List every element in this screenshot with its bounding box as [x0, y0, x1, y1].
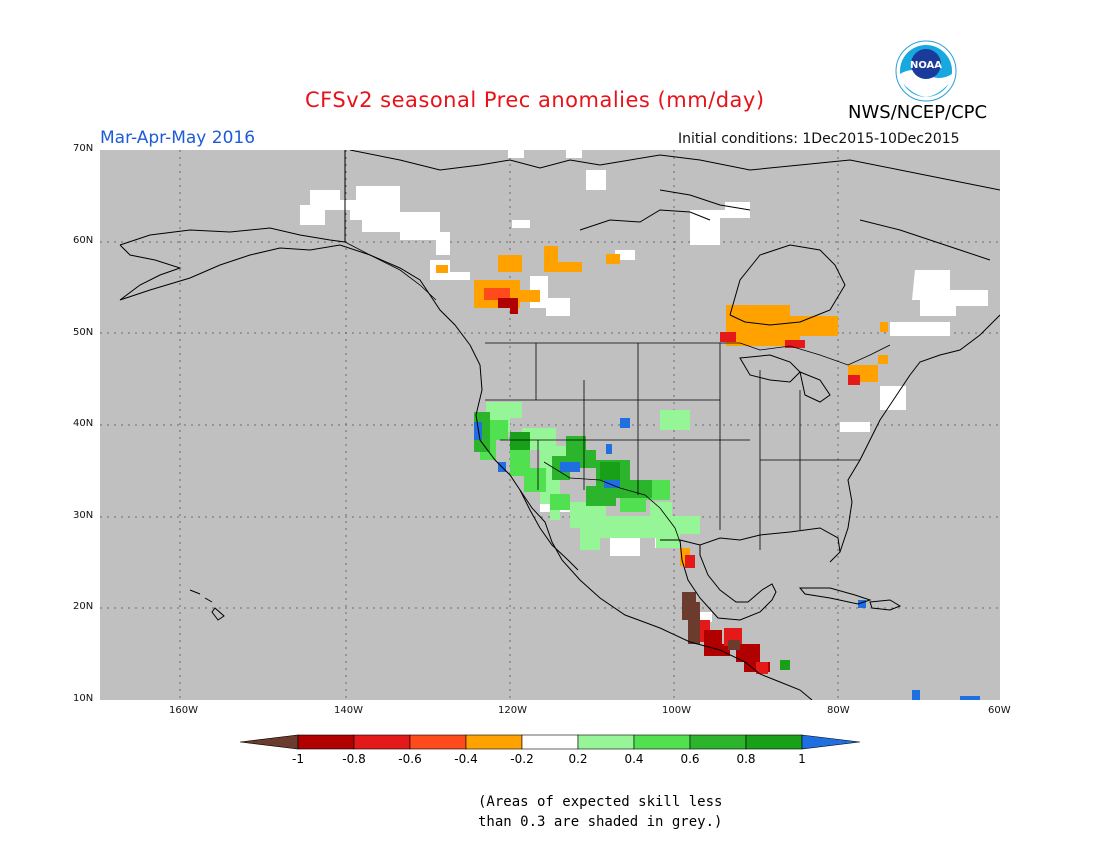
- colorbar-segment-4: [465, 734, 523, 750]
- logo-text: NOAA: [910, 60, 942, 71]
- colorbar-segment-3: [409, 734, 467, 750]
- lon-label-120w: 120W: [498, 705, 527, 716]
- colorbar-segment-2: [353, 734, 411, 750]
- lon-label-80w: 80W: [827, 705, 850, 716]
- season-label: Mar-Apr-May 2016: [100, 128, 256, 148]
- lon-label-160w: 160W: [169, 705, 198, 716]
- colorbar-above-max: [801, 734, 860, 750]
- political-borders: [344, 150, 891, 550]
- skill-note: (Areas of expected skill less than 0.3 a…: [478, 792, 722, 832]
- colorbar: [240, 734, 860, 750]
- colorbar-segment-6: [577, 734, 635, 750]
- lat-label-50n: 50N: [73, 327, 94, 338]
- map-panel: [100, 149, 1001, 701]
- lat-label-40n: 40N: [73, 418, 94, 429]
- colorbar-label: -0.2: [510, 752, 534, 766]
- colorbar-label: 1: [798, 752, 806, 766]
- noaa-logo: NOAA: [895, 40, 957, 102]
- lat-label-10n: 10N: [73, 693, 94, 704]
- colorbar-label: 0.6: [680, 752, 700, 766]
- colorbar-segment-7: [633, 734, 691, 750]
- lon-label-140w: 140W: [334, 705, 363, 716]
- lat-label-20n: 20N: [73, 601, 94, 612]
- colorbar-label: 0.4: [624, 752, 644, 766]
- colorbar-segment-8: [689, 734, 747, 750]
- colorbar-segment-9: [745, 734, 803, 750]
- initial-conditions-label: Initial conditions: 1Dec2015-10Dec2015: [678, 131, 960, 147]
- coastlines: [119, 149, 1001, 701]
- colorbar-segment-1: [297, 734, 355, 750]
- lon-label-60w: 60W: [988, 705, 1011, 716]
- lat-label-70n: 70N: [73, 143, 94, 154]
- precip-anomaly-map: [100, 149, 1001, 701]
- colorbar-label: -1: [292, 752, 304, 766]
- lat-label-30n: 30N: [73, 510, 94, 521]
- colorbar-label: -0.6: [398, 752, 422, 766]
- organization-label: NWS/NCEP/CPC: [848, 102, 988, 123]
- colorbar-label: -0.4: [454, 752, 478, 766]
- chart-title: CFSv2 seasonal Prec anomalies (mm/day): [305, 88, 765, 112]
- skill-note-line-1: (Areas of expected skill less: [478, 794, 723, 810]
- skill-note-line-2: than 0.3 are shaded in grey.): [478, 814, 723, 830]
- colorbar-label: 0.2: [568, 752, 588, 766]
- colorbar-below-min: [240, 734, 299, 750]
- lat-label-60n: 60N: [73, 235, 94, 246]
- colorbar-segment-5: [521, 734, 579, 750]
- colorbar-label: 0.8: [736, 752, 756, 766]
- lon-label-100w: 100W: [662, 705, 691, 716]
- red-anomaly-areas: [484, 288, 860, 674]
- colorbar-label: -0.8: [342, 752, 366, 766]
